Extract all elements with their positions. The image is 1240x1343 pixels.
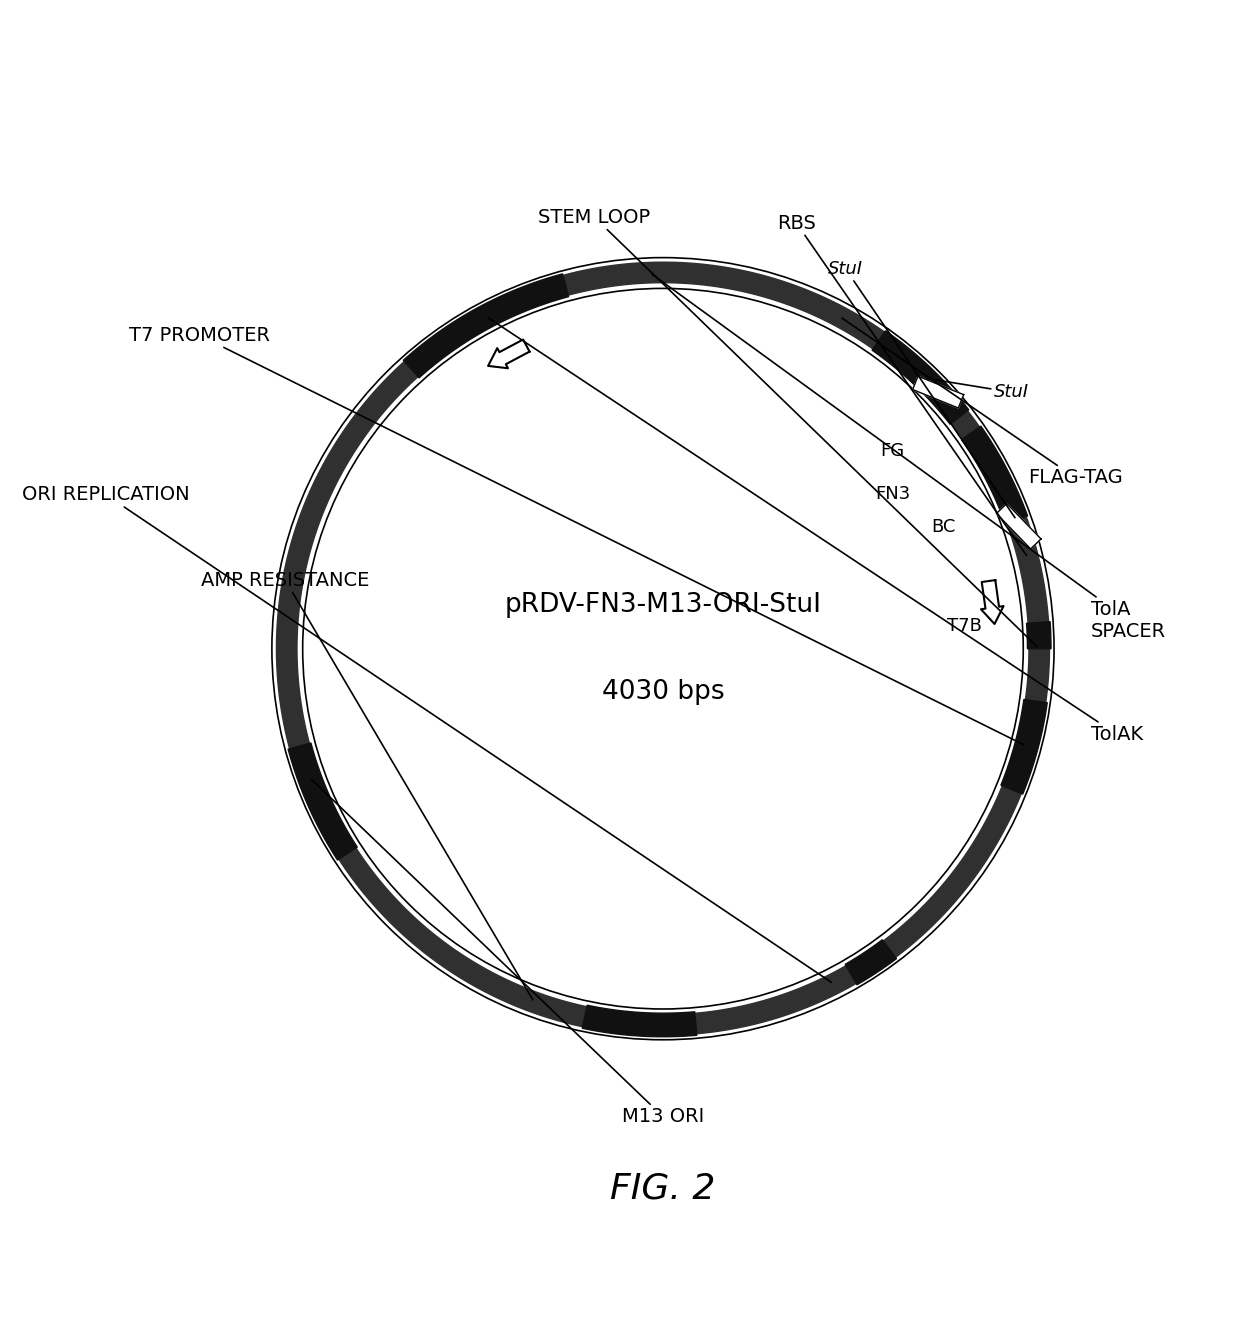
Text: StuI: StuI — [828, 261, 1016, 517]
Text: T7 PROMOTER: T7 PROMOTER — [129, 325, 1024, 745]
Text: AMP RESISTANCE: AMP RESISTANCE — [201, 571, 533, 1001]
Text: TolAK: TolAK — [489, 318, 1142, 744]
Polygon shape — [872, 330, 968, 424]
Text: T7B: T7B — [947, 616, 982, 635]
Text: FN3: FN3 — [875, 485, 910, 504]
Text: 4030 bps: 4030 bps — [601, 680, 724, 705]
Text: TolA
SPACER: TolA SPACER — [652, 274, 1166, 641]
Text: BC: BC — [931, 518, 955, 536]
Polygon shape — [583, 1005, 697, 1037]
Polygon shape — [403, 274, 569, 377]
Text: StuI: StuI — [928, 379, 1029, 402]
Text: pRDV-FN3-M13-ORI-StuI: pRDV-FN3-M13-ORI-StuI — [505, 592, 821, 618]
Polygon shape — [846, 940, 897, 984]
Text: STEM LOOP: STEM LOOP — [538, 208, 1037, 647]
Text: FIG. 2: FIG. 2 — [610, 1171, 715, 1205]
Text: FG: FG — [880, 442, 905, 459]
Polygon shape — [288, 743, 357, 860]
Text: FLAG-TAG: FLAG-TAG — [842, 318, 1122, 488]
Polygon shape — [913, 376, 963, 408]
Text: ORI REPLICATION: ORI REPLICATION — [22, 485, 832, 982]
Polygon shape — [961, 426, 1028, 524]
Text: M13 ORI: M13 ORI — [311, 779, 704, 1125]
Polygon shape — [1001, 700, 1048, 794]
Polygon shape — [277, 262, 1049, 1035]
Polygon shape — [1027, 622, 1052, 649]
Polygon shape — [489, 340, 529, 368]
Polygon shape — [997, 504, 1042, 549]
Polygon shape — [981, 580, 1003, 624]
Text: RBS: RBS — [777, 214, 1027, 556]
